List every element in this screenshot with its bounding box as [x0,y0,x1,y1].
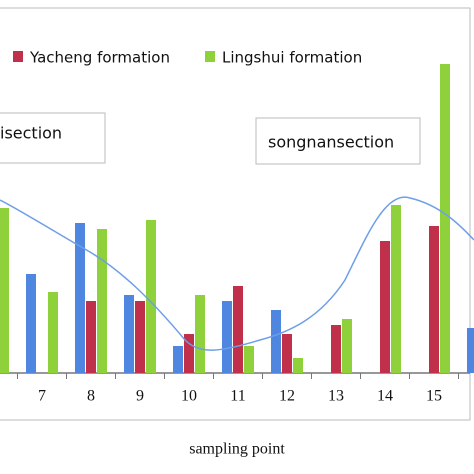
bar [86,301,96,373]
x-tick-label: 8 [87,388,95,405]
bar [233,286,243,373]
bar [271,310,281,373]
x-tick-label: 13 [328,388,344,405]
bar [244,346,254,373]
bar [0,208,9,373]
annotation: isection [0,124,62,143]
annotation-box [255,117,421,165]
trend-curve [0,196,474,351]
plot-frame [0,7,471,421]
bar [282,334,292,373]
annotation: songnansection [268,133,394,152]
bar [146,220,156,373]
x-tick-label: 11 [230,388,245,405]
bar [75,223,85,373]
bar [222,301,232,373]
legend-label: Lingshui formation [222,49,362,67]
legend-swatch [13,51,23,62]
bar [195,295,205,373]
x-tick-label: 10 [181,388,197,405]
bar [342,319,352,373]
bar [391,205,401,373]
bar [48,292,58,373]
bar [440,64,450,373]
legend-label: Yacheng formation [29,49,170,67]
x-axis-title: sampling point [189,441,285,458]
bar [467,328,474,373]
x-tick-label: 9 [136,388,144,405]
bar [124,295,134,373]
x-tick-label: 7 [38,388,46,405]
annotation-box [0,112,106,164]
bar [26,274,36,373]
legend-swatch [205,51,215,62]
bar [135,301,145,373]
bar [184,334,194,373]
bars [0,64,474,373]
x-tick-label: 12 [279,388,295,405]
bar [380,241,390,373]
x-tick-label: 14 [377,388,393,405]
bar [293,358,303,373]
bar [173,346,183,373]
x-tick-label: 15 [426,388,442,405]
bar [429,226,439,373]
bar [331,325,341,373]
bar [97,229,107,373]
